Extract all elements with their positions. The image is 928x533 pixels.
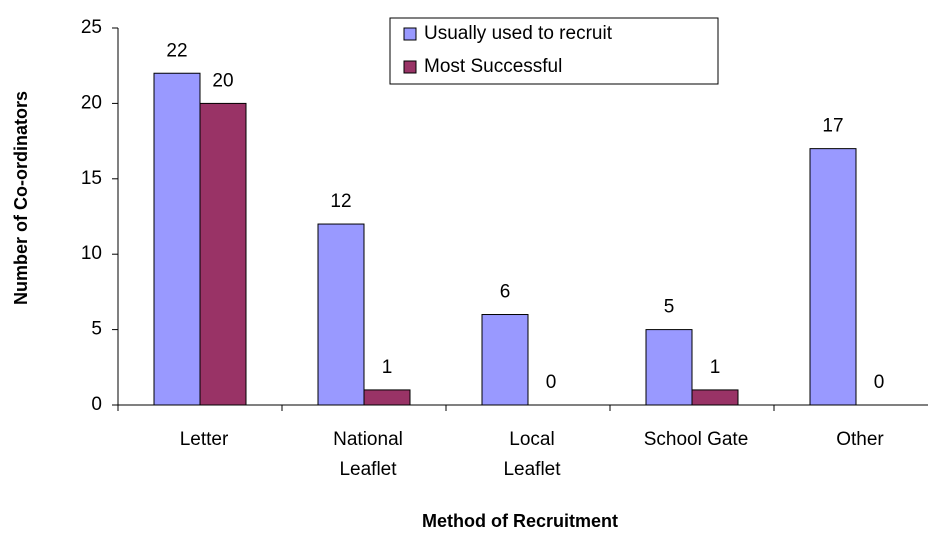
x-tick-label: Local bbox=[509, 429, 554, 450]
bar bbox=[691, 389, 739, 406]
bar bbox=[199, 102, 247, 406]
value-label: 0 bbox=[546, 372, 557, 393]
x-tick-label: Leaflet bbox=[339, 459, 397, 480]
x-tick-label: Leaflet bbox=[503, 459, 561, 480]
y-tick-label: 10 bbox=[81, 243, 102, 264]
value-label: 22 bbox=[166, 40, 187, 61]
bar bbox=[363, 389, 411, 406]
bar bbox=[153, 72, 201, 406]
value-label: 0 bbox=[874, 372, 885, 393]
value-label: 17 bbox=[822, 116, 843, 137]
value-label: 12 bbox=[330, 191, 351, 212]
value-label: 1 bbox=[382, 357, 393, 378]
value-label: 1 bbox=[710, 357, 721, 378]
x-tick-label: Letter bbox=[180, 429, 229, 450]
bar bbox=[809, 148, 857, 406]
legend-swatch bbox=[403, 60, 417, 74]
x-tick-label: National bbox=[333, 429, 403, 450]
bar bbox=[317, 223, 365, 406]
x-axis-title: Method of Recruitment bbox=[422, 511, 618, 531]
y-tick-label: 5 bbox=[91, 319, 102, 340]
legend-swatch bbox=[403, 27, 417, 41]
y-tick-label: 25 bbox=[81, 17, 102, 38]
bar bbox=[645, 329, 693, 406]
legend-label: Usually used to recruit bbox=[424, 23, 613, 44]
value-label: 5 bbox=[664, 297, 675, 318]
legend-box bbox=[389, 17, 719, 85]
legend-label: Most Successful bbox=[424, 56, 562, 77]
x-tick-label: Other bbox=[836, 429, 884, 450]
y-axis-title: Number of Co-ordinators bbox=[11, 91, 31, 305]
value-label: 20 bbox=[212, 70, 233, 91]
bar bbox=[481, 314, 529, 406]
x-tick-label: School Gate bbox=[644, 429, 749, 450]
y-tick-label: 20 bbox=[81, 92, 102, 113]
value-label: 6 bbox=[500, 282, 511, 303]
y-tick-label: 0 bbox=[91, 394, 102, 415]
y-tick-label: 15 bbox=[81, 168, 102, 189]
